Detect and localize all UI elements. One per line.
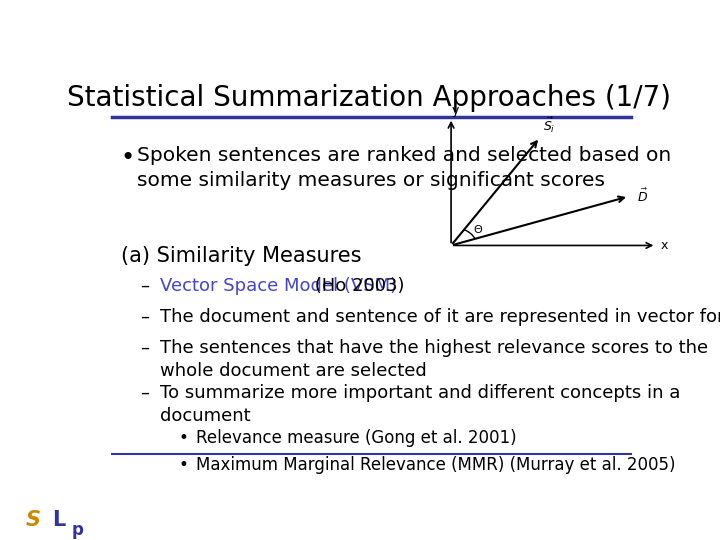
- Text: $\Theta$: $\Theta$: [473, 223, 483, 235]
- Text: –: –: [140, 384, 149, 402]
- Text: Spoken sentences are ranked and selected based on
some similarity measures or si: Spoken sentences are ranked and selected…: [138, 146, 672, 190]
- Text: Maximum Marginal Relevance (MMR) (Murray et al. 2005): Maximum Marginal Relevance (MMR) (Murray…: [196, 456, 675, 474]
- Text: p: p: [72, 521, 84, 539]
- Text: Vector Space Model (VSM): Vector Space Model (VSM): [160, 277, 397, 295]
- Text: Relevance measure (Gong et al. 2001): Relevance measure (Gong et al. 2001): [196, 429, 517, 447]
- Text: –: –: [140, 277, 149, 295]
- Text: •: •: [121, 146, 135, 170]
- Text: S: S: [25, 510, 40, 530]
- Text: –: –: [140, 308, 149, 326]
- Text: y: y: [451, 104, 459, 117]
- Text: (Ho 2003): (Ho 2003): [310, 277, 405, 295]
- Text: The sentences that have the highest relevance scores to the
whole document are s: The sentences that have the highest rele…: [160, 339, 708, 380]
- Text: L: L: [53, 510, 66, 530]
- Text: (a) Similarity Measures: (a) Similarity Measures: [121, 246, 361, 266]
- Text: x: x: [661, 239, 668, 252]
- Text: The document and sentence of it are represented in vector forms: The document and sentence of it are repr…: [160, 308, 720, 326]
- Text: $\vec{D}$: $\vec{D}$: [637, 188, 648, 205]
- Text: To summarize more important and different concepts in a
document: To summarize more important and differen…: [160, 384, 680, 425]
- Text: Statistical Summarization Approaches (1/7): Statistical Summarization Approaches (1/…: [67, 84, 671, 112]
- Text: –: –: [140, 339, 149, 357]
- Text: •: •: [178, 456, 188, 474]
- Text: •: •: [178, 429, 188, 447]
- Text: $\vec{S_i}$: $\vec{S_i}$: [544, 116, 556, 135]
